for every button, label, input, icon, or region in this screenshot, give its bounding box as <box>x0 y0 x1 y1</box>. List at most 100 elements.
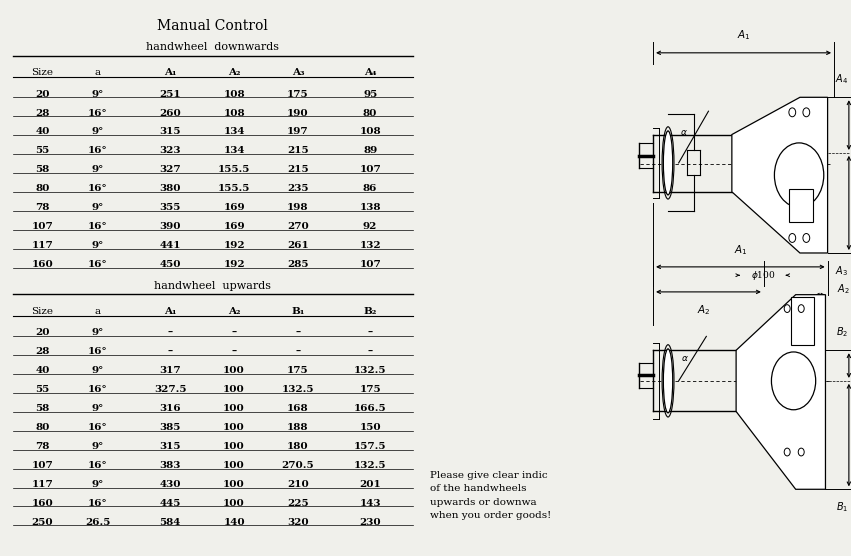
Text: $\alpha$: $\alpha$ <box>680 127 688 137</box>
Text: –: – <box>168 347 173 356</box>
Text: 175: 175 <box>287 90 309 98</box>
Text: $B_2$: $B_2$ <box>836 325 848 339</box>
Text: 385: 385 <box>159 423 181 432</box>
Text: handwheel  downwards: handwheel downwards <box>146 42 279 52</box>
Text: 92: 92 <box>363 222 377 231</box>
Text: 100: 100 <box>223 385 245 394</box>
Circle shape <box>803 234 809 242</box>
Text: a: a <box>94 307 101 316</box>
Text: B₁: B₁ <box>291 307 305 316</box>
Text: 9°: 9° <box>92 404 104 413</box>
Text: 160: 160 <box>31 499 54 508</box>
Text: 108: 108 <box>223 90 245 98</box>
Text: $A_4$: $A_4$ <box>835 72 848 86</box>
Text: 100: 100 <box>223 461 245 470</box>
Text: 132.5: 132.5 <box>282 385 314 394</box>
Text: 55: 55 <box>36 146 49 156</box>
Text: 9°: 9° <box>92 90 104 98</box>
Text: 107: 107 <box>31 222 54 231</box>
Text: 9°: 9° <box>92 442 104 451</box>
Text: 117: 117 <box>31 241 54 250</box>
Text: 117: 117 <box>31 480 54 489</box>
Text: –: – <box>231 347 237 356</box>
Text: 355: 355 <box>159 203 181 212</box>
Text: 26.5: 26.5 <box>85 518 111 527</box>
Text: 320: 320 <box>287 518 309 527</box>
Text: 86: 86 <box>363 185 377 193</box>
Text: –: – <box>368 328 373 337</box>
Ellipse shape <box>663 349 672 413</box>
Text: 201: 201 <box>359 480 381 489</box>
Text: 80: 80 <box>36 423 49 432</box>
Text: 100: 100 <box>223 423 245 432</box>
Text: 134: 134 <box>223 146 245 156</box>
Text: 383: 383 <box>159 461 181 470</box>
Text: 380: 380 <box>159 185 181 193</box>
FancyBboxPatch shape <box>791 297 814 345</box>
Text: 198: 198 <box>287 203 309 212</box>
Text: 169: 169 <box>223 203 245 212</box>
Text: 132.5: 132.5 <box>354 461 386 470</box>
Text: 155.5: 155.5 <box>218 185 250 193</box>
Text: 20: 20 <box>35 328 50 337</box>
Text: A₁: A₁ <box>164 307 176 316</box>
Text: $A_3$: $A_3$ <box>835 264 848 278</box>
Text: Manual Control: Manual Control <box>157 19 268 33</box>
Text: 89: 89 <box>363 146 377 156</box>
Text: 9°: 9° <box>92 127 104 136</box>
Text: 285: 285 <box>287 260 309 269</box>
Text: 28: 28 <box>36 347 49 356</box>
Text: 188: 188 <box>287 423 309 432</box>
Text: A₂: A₂ <box>228 68 240 77</box>
FancyBboxPatch shape <box>790 189 813 222</box>
Text: 166.5: 166.5 <box>354 404 386 413</box>
Text: 323: 323 <box>159 146 181 156</box>
Text: 16°: 16° <box>88 146 108 156</box>
Polygon shape <box>736 295 825 489</box>
Text: 80: 80 <box>36 185 49 193</box>
Text: 175: 175 <box>359 385 381 394</box>
Text: $A_2$: $A_2$ <box>837 282 849 296</box>
Text: A₄: A₄ <box>364 68 376 77</box>
Text: 215: 215 <box>287 146 309 156</box>
Text: 9°: 9° <box>92 203 104 212</box>
Text: $A_1$: $A_1$ <box>734 243 747 257</box>
Text: 261: 261 <box>287 241 309 250</box>
Text: 58: 58 <box>36 165 49 175</box>
Circle shape <box>789 108 796 117</box>
Circle shape <box>771 352 816 410</box>
Text: 210: 210 <box>287 480 309 489</box>
Text: 9°: 9° <box>92 480 104 489</box>
Text: A₂: A₂ <box>228 307 240 316</box>
Circle shape <box>784 305 790 312</box>
Text: 140: 140 <box>223 518 245 527</box>
Text: 155.5: 155.5 <box>218 165 250 175</box>
Text: 107: 107 <box>31 461 54 470</box>
Text: 9°: 9° <box>92 165 104 175</box>
Text: 315: 315 <box>159 442 181 451</box>
Text: 80: 80 <box>363 108 377 117</box>
Text: –: – <box>168 328 173 337</box>
Text: 230: 230 <box>359 518 381 527</box>
Text: 316: 316 <box>159 404 181 413</box>
Text: 584: 584 <box>159 518 181 527</box>
Text: 134: 134 <box>223 127 245 136</box>
Text: 16°: 16° <box>88 347 108 356</box>
Text: 9°: 9° <box>92 366 104 375</box>
Text: 175: 175 <box>287 366 309 375</box>
Text: 180: 180 <box>287 442 309 451</box>
Circle shape <box>774 143 824 207</box>
Text: 100: 100 <box>223 480 245 489</box>
Text: 28: 28 <box>36 108 49 117</box>
Text: 107: 107 <box>359 260 381 269</box>
Text: 100: 100 <box>223 442 245 451</box>
Ellipse shape <box>663 131 672 195</box>
Text: 132.5: 132.5 <box>354 366 386 375</box>
Text: 225: 225 <box>287 499 309 508</box>
Text: 78: 78 <box>36 442 49 451</box>
Text: $A_1$: $A_1$ <box>737 28 751 42</box>
Text: $\phi$100: $\phi$100 <box>751 269 775 282</box>
Text: handwheel  upwards: handwheel upwards <box>154 281 271 291</box>
Text: 250: 250 <box>31 518 54 527</box>
Text: 16°: 16° <box>88 461 108 470</box>
